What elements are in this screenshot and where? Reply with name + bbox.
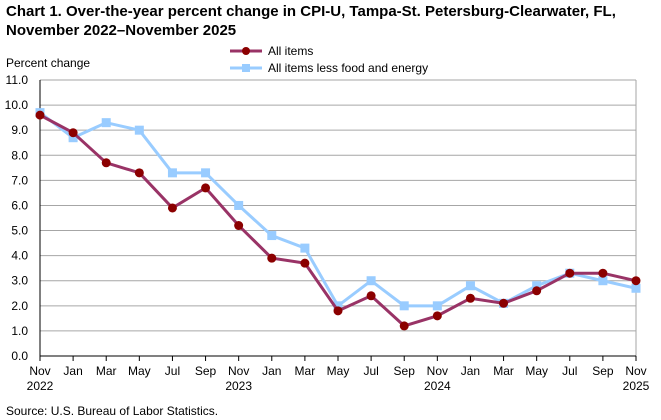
data-point xyxy=(432,301,442,311)
x-tick-label: Mar xyxy=(493,364,514,378)
x-tick-label: Mar xyxy=(96,364,117,378)
legend-marker xyxy=(242,64,250,72)
x-tick-label: Nov xyxy=(228,364,249,378)
chart-title: Chart 1. Over-the-year percent change in… xyxy=(6,3,616,39)
y-tick-label: 5.0 xyxy=(11,224,28,238)
data-point xyxy=(333,301,343,311)
x-tick-label: Jul xyxy=(363,364,378,378)
data-point xyxy=(201,168,211,178)
x-tick-label: Sep xyxy=(394,364,416,378)
data-point xyxy=(300,243,310,253)
x-tick-label: Sep xyxy=(195,364,217,378)
legend-label: All items less food and energy xyxy=(268,61,428,75)
y-tick-label: 3.0 xyxy=(11,274,28,288)
x-tick-label: Nov xyxy=(427,364,448,378)
data-point xyxy=(366,291,376,301)
data-point xyxy=(68,133,78,143)
source-note: Source: U.S. Bureau of Labor Statistics. xyxy=(6,404,218,418)
y-tick-label: 1.0 xyxy=(11,324,28,338)
x-tick-label: Jan xyxy=(63,364,82,378)
x-tick-label: Jul xyxy=(165,364,180,378)
x-tick-year: 2023 xyxy=(225,379,252,393)
data-point xyxy=(201,183,211,193)
data-point xyxy=(68,128,78,138)
y-tick-label: 6.0 xyxy=(11,198,28,212)
data-point xyxy=(432,311,442,321)
x-tick-label: Sep xyxy=(592,364,614,378)
data-point xyxy=(300,258,310,268)
data-point xyxy=(465,281,475,291)
data-point xyxy=(465,293,475,303)
data-point xyxy=(631,276,641,286)
data-point xyxy=(499,298,509,308)
data-point xyxy=(267,231,277,241)
data-point xyxy=(167,203,177,213)
x-tick-label: May xyxy=(327,364,350,378)
data-point xyxy=(366,276,376,286)
y-tick-label: 9.0 xyxy=(11,123,28,137)
data-point xyxy=(532,286,542,296)
x-tick-label: Jul xyxy=(562,364,577,378)
legend-marker xyxy=(242,47,250,55)
x-tick-label: Jan xyxy=(262,364,281,378)
y-tick-label: 8.0 xyxy=(11,148,28,162)
x-tick-label: Nov xyxy=(29,364,50,378)
series-line xyxy=(39,113,637,328)
data-point xyxy=(101,158,111,168)
x-tick-label: May xyxy=(525,364,548,378)
x-tick-year: 2024 xyxy=(424,379,451,393)
legend-label: All items xyxy=(268,44,313,58)
data-point xyxy=(267,253,277,263)
y-tick-label: 7.0 xyxy=(11,173,28,187)
data-point xyxy=(333,306,343,316)
y-tick-label: 0.0 xyxy=(11,349,28,363)
y-tick-label: 10.0 xyxy=(5,98,29,112)
data-point xyxy=(532,281,542,291)
data-point xyxy=(399,301,409,311)
x-tick-label: Jan xyxy=(461,364,480,378)
y-tick-label: 11.0 xyxy=(6,73,29,87)
x-tick-year: 2022 xyxy=(27,379,54,393)
y-tick-label: 2.0 xyxy=(11,299,28,313)
data-point xyxy=(598,276,608,286)
x-tick-year: 2025 xyxy=(623,379,650,393)
y-tick-label: 4.0 xyxy=(11,249,28,263)
series-line xyxy=(39,111,637,309)
data-point xyxy=(399,321,409,331)
y-axis-label: Percent change xyxy=(6,56,90,70)
data-point xyxy=(134,168,144,178)
data-point xyxy=(101,118,111,128)
x-tick-label: May xyxy=(128,364,151,378)
data-point xyxy=(134,125,144,135)
data-point xyxy=(234,200,244,210)
data-point xyxy=(234,221,244,231)
x-tick-label: Nov xyxy=(625,364,646,378)
x-tick-label: Mar xyxy=(295,364,316,378)
data-point xyxy=(565,268,575,278)
data-point xyxy=(598,268,608,278)
data-point xyxy=(631,283,641,293)
data-point xyxy=(167,168,177,178)
data-point xyxy=(35,110,45,120)
